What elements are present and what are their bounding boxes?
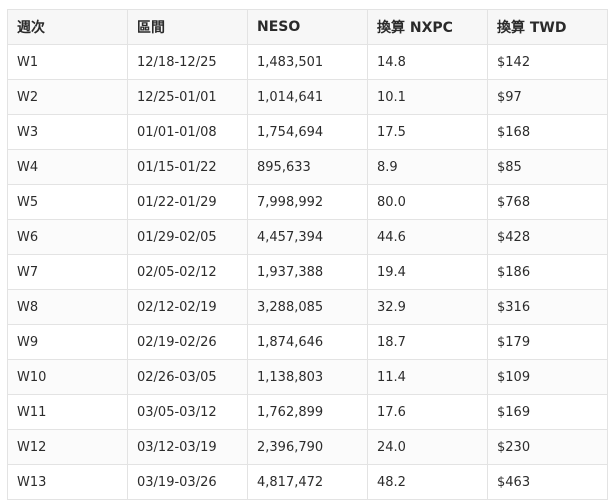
header-row: 週次 區間 NESO 換算 NXPC 換算 TWD (7, 9, 608, 45)
table-row: W2 12/25-01/01 1,014,641 10.1 $97 (7, 79, 608, 115)
table-row: W6 01/29-02/05 4,457,394 44.6 $428 (7, 219, 608, 255)
cell-twd: $142 (487, 44, 608, 80)
cell-twd: $109 (487, 359, 608, 395)
cell-period: 02/19-02/26 (127, 324, 248, 360)
table-row: W11 03/05-03/12 1,762,899 17.6 $169 (7, 394, 608, 430)
table-row: W4 01/15-01/22 895,633 8.9 $85 (7, 149, 608, 185)
weekly-earnings-table: 週次 區間 NESO 換算 NXPC 換算 TWD W1 12/18-12/25… (7, 9, 608, 500)
cell-nxpc: 18.7 (367, 324, 488, 360)
cell-nxpc: 19.4 (367, 254, 488, 290)
table-row: W12 03/12-03/19 2,396,790 24.0 $230 (7, 429, 608, 465)
cell-period: 03/12-03/19 (127, 429, 248, 465)
cell-nxpc: 8.9 (367, 149, 488, 185)
cell-week: W3 (7, 114, 128, 150)
cell-neso: 895,633 (247, 149, 368, 185)
cell-nxpc: 24.0 (367, 429, 488, 465)
cell-twd: $463 (487, 464, 608, 500)
cell-neso: 1,138,803 (247, 359, 368, 395)
cell-twd: $85 (487, 149, 608, 185)
table-row: W7 02/05-02/12 1,937,388 19.4 $186 (7, 254, 608, 290)
table-row: W5 01/22-01/29 7,998,992 80.0 $768 (7, 184, 608, 220)
cell-period: 03/05-03/12 (127, 394, 248, 430)
cell-period: 01/22-01/29 (127, 184, 248, 220)
cell-period: 02/26-03/05 (127, 359, 248, 395)
cell-nxpc: 10.1 (367, 79, 488, 115)
cell-period: 02/12-02/19 (127, 289, 248, 325)
cell-week: W8 (7, 289, 128, 325)
table-row: W3 01/01-01/08 1,754,694 17.5 $168 (7, 114, 608, 150)
cell-neso: 4,457,394 (247, 219, 368, 255)
cell-week: W11 (7, 394, 128, 430)
header-week: 週次 (7, 9, 128, 45)
cell-twd: $186 (487, 254, 608, 290)
cell-nxpc: 14.8 (367, 44, 488, 80)
cell-neso: 1,483,501 (247, 44, 368, 80)
table-row: W9 02/19-02/26 1,874,646 18.7 $179 (7, 324, 608, 360)
cell-neso: 7,998,992 (247, 184, 368, 220)
cell-week: W9 (7, 324, 128, 360)
cell-neso: 1,762,899 (247, 394, 368, 430)
table-row: W1 12/18-12/25 1,483,501 14.8 $142 (7, 44, 608, 80)
header-nxpc: 換算 NXPC (367, 9, 488, 45)
table-row: W8 02/12-02/19 3,288,085 32.9 $316 (7, 289, 608, 325)
header-neso: NESO (247, 9, 368, 45)
cell-period: 02/05-02/12 (127, 254, 248, 290)
header-period: 區間 (127, 9, 248, 45)
cell-twd: $169 (487, 394, 608, 430)
cell-nxpc: 48.2 (367, 464, 488, 500)
cell-period: 12/18-12/25 (127, 44, 248, 80)
cell-week: W6 (7, 219, 128, 255)
cell-neso: 2,396,790 (247, 429, 368, 465)
cell-week: W5 (7, 184, 128, 220)
table-row: W10 02/26-03/05 1,138,803 11.4 $109 (7, 359, 608, 395)
cell-week: W1 (7, 44, 128, 80)
cell-period: 01/01-01/08 (127, 114, 248, 150)
cell-week: W10 (7, 359, 128, 395)
cell-period: 01/29-02/05 (127, 219, 248, 255)
cell-period: 03/19-03/26 (127, 464, 248, 500)
cell-nxpc: 80.0 (367, 184, 488, 220)
cell-neso: 1,937,388 (247, 254, 368, 290)
cell-week: W7 (7, 254, 128, 290)
cell-twd: $179 (487, 324, 608, 360)
cell-twd: $316 (487, 289, 608, 325)
cell-nxpc: 11.4 (367, 359, 488, 395)
cell-period: 01/15-01/22 (127, 149, 248, 185)
weekly-earnings-table-container: 週次 區間 NESO 換算 NXPC 換算 TWD W1 12/18-12/25… (7, 9, 608, 500)
cell-neso: 1,754,694 (247, 114, 368, 150)
cell-period: 12/25-01/01 (127, 79, 248, 115)
table-row: W13 03/19-03/26 4,817,472 48.2 $463 (7, 464, 608, 500)
header-twd: 換算 TWD (487, 9, 608, 45)
cell-nxpc: 17.6 (367, 394, 488, 430)
table-header: 週次 區間 NESO 換算 NXPC 換算 TWD (7, 9, 608, 45)
cell-nxpc: 44.6 (367, 219, 488, 255)
cell-neso: 3,288,085 (247, 289, 368, 325)
cell-week: W12 (7, 429, 128, 465)
cell-week: W4 (7, 149, 128, 185)
cell-twd: $768 (487, 184, 608, 220)
cell-twd: $97 (487, 79, 608, 115)
cell-week: W13 (7, 464, 128, 500)
cell-week: W2 (7, 79, 128, 115)
cell-neso: 1,014,641 (247, 79, 368, 115)
cell-nxpc: 32.9 (367, 289, 488, 325)
cell-neso: 4,817,472 (247, 464, 368, 500)
cell-nxpc: 17.5 (367, 114, 488, 150)
cell-twd: $230 (487, 429, 608, 465)
cell-neso: 1,874,646 (247, 324, 368, 360)
cell-twd: $428 (487, 219, 608, 255)
table-body: W1 12/18-12/25 1,483,501 14.8 $142 W2 12… (7, 44, 608, 500)
cell-twd: $168 (487, 114, 608, 150)
